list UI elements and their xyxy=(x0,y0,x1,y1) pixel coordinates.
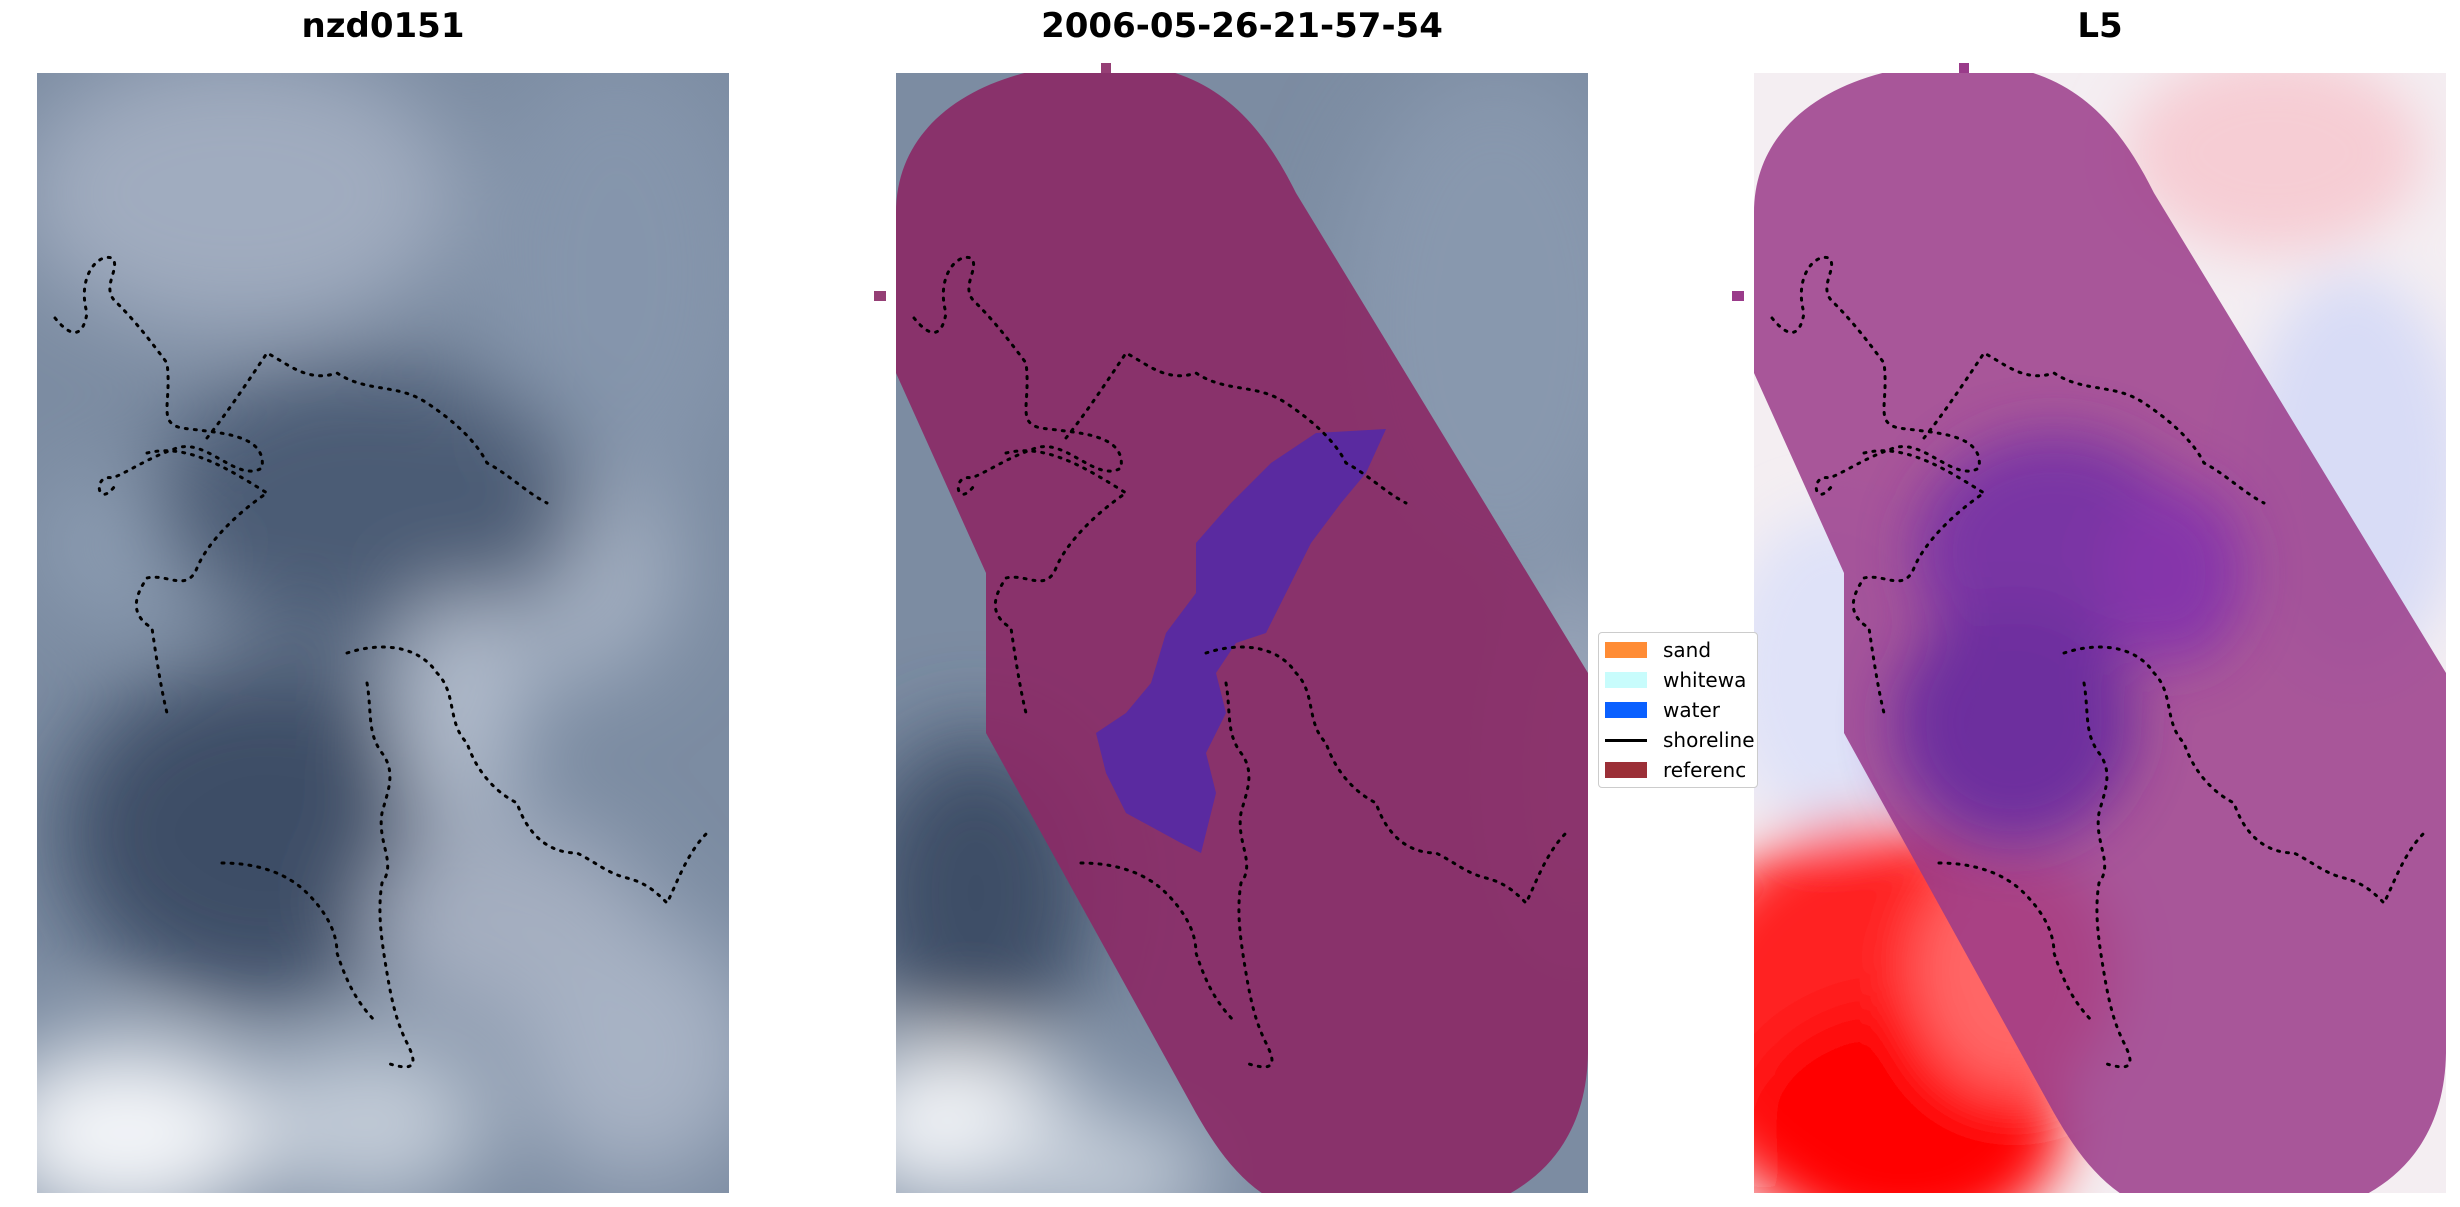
index-map-panel xyxy=(1732,63,2446,1193)
legend-item-sand: sand xyxy=(1605,638,1712,662)
panel-title-index: L5 xyxy=(2077,6,2123,46)
classified-image-panel xyxy=(874,63,1588,1193)
legend-label: shoreline xyxy=(1663,728,1755,752)
water-swatch xyxy=(1605,702,1647,718)
satellite-image-panel xyxy=(37,73,729,1193)
legend-label: sand xyxy=(1663,638,1712,662)
legend-item-whitewater: whitewa xyxy=(1605,668,1747,692)
reference-swatch xyxy=(1605,762,1647,778)
classified-image xyxy=(874,63,1588,1193)
panel-title-classified: 2006-05-26-21-57-54 xyxy=(1041,6,1443,46)
sand-swatch xyxy=(1605,642,1647,658)
legend-item-water: water xyxy=(1605,698,1720,722)
water-region xyxy=(1096,429,1386,853)
whitewater-swatch xyxy=(1605,672,1647,688)
index-map xyxy=(1732,63,2446,1193)
legend: sand whitewa water shoreline referenc xyxy=(1598,632,1758,788)
legend-label: whitewa xyxy=(1663,668,1747,692)
legend-label: water xyxy=(1663,698,1720,722)
legend-item-shoreline: shoreline xyxy=(1605,728,1755,752)
satellite-image xyxy=(37,73,729,1193)
shoreline-swatch xyxy=(1605,738,1647,742)
legend-item-reference: referenc xyxy=(1605,758,1747,782)
legend-label: referenc xyxy=(1663,758,1747,782)
panel-title-rgb: nzd0151 xyxy=(301,6,465,46)
